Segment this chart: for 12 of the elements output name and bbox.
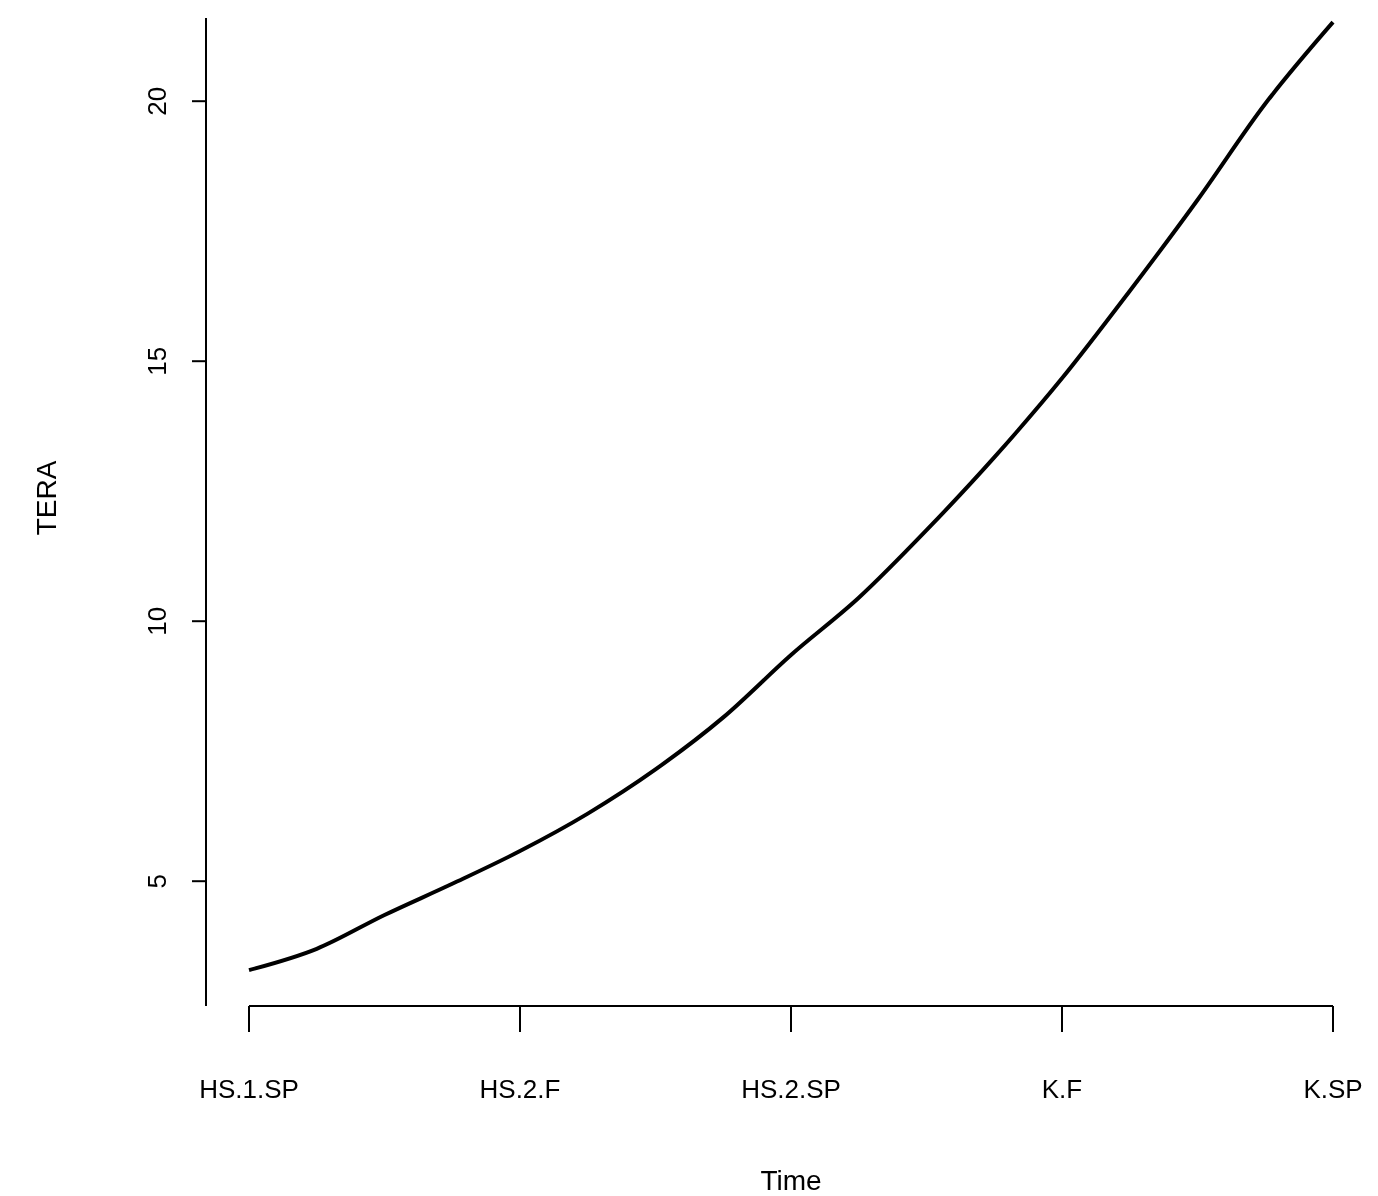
- y-tick-label: 20: [142, 86, 172, 116]
- x-tick-label: HS.1.SP: [199, 1074, 299, 1104]
- y-tick-label: 5: [142, 873, 172, 889]
- x-axis-title: Time: [760, 1165, 822, 1196]
- y-axis-title: TERA: [31, 460, 62, 536]
- line-series: [247, 20, 1335, 973]
- x-tick-label: HS.2.SP: [741, 1074, 841, 1104]
- x-tick-label: K.SP: [1303, 1074, 1363, 1104]
- x-tick-label: K.F: [1041, 1074, 1083, 1104]
- y-tick-label: 15: [142, 346, 172, 376]
- y-tick-label: 10: [142, 606, 172, 636]
- x-tick-label: HS.2.F: [479, 1074, 561, 1104]
